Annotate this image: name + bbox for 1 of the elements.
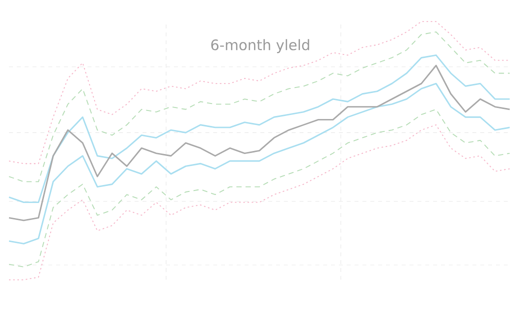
text: 6-month yleld bbox=[211, 39, 310, 54]
